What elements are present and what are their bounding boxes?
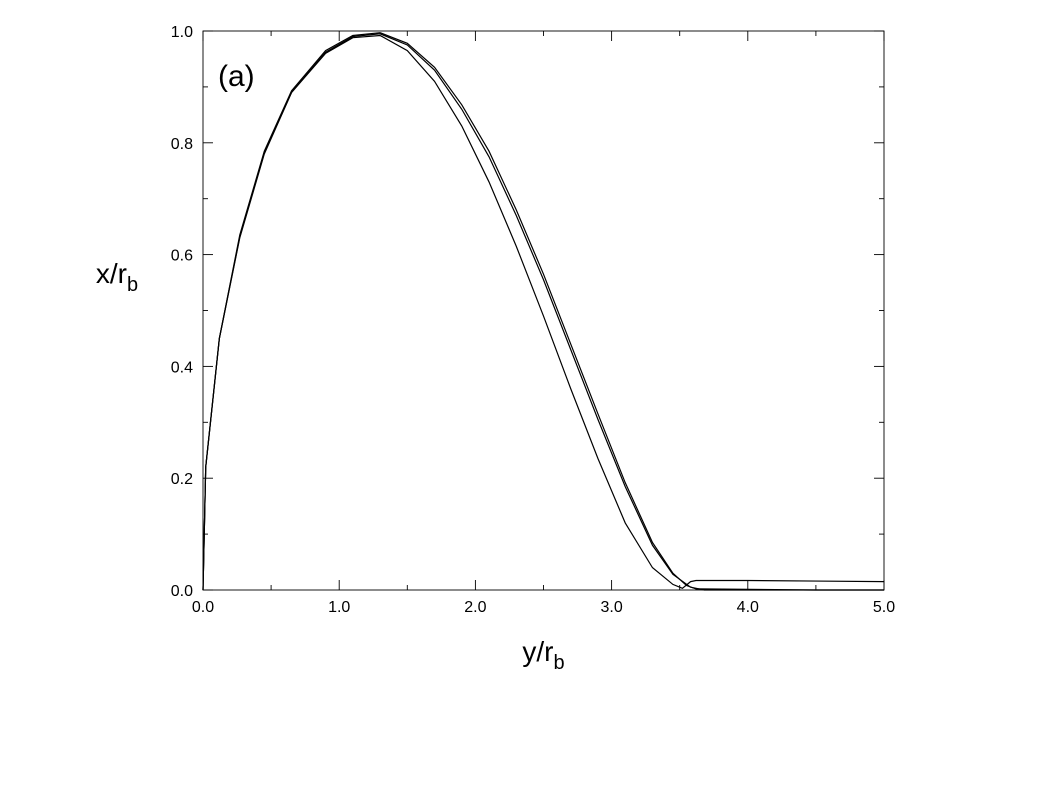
x-axis-label-main: y/r — [522, 636, 553, 667]
plot-frame — [202, 30, 885, 591]
x-axis-label-sub: b — [553, 652, 564, 674]
y-tick-label: 0.0 — [171, 583, 193, 600]
series-line-3 — [202, 34, 885, 591]
x-tick-label: 0.0 — [192, 599, 214, 616]
x-tick-label: 4.0 — [737, 599, 759, 616]
ticks-layer: 0.0 1.0 2.0 3.0 4.0 5.0 0.0 0.2 0.4 0.6 0.8 1.0 — [171, 24, 895, 616]
series-layer — [202, 32, 885, 591]
y-tick-label: 1.0 — [171, 24, 193, 41]
y-tick-label: 0.4 — [171, 359, 193, 376]
x-tick-label: 1.0 — [328, 599, 350, 616]
x-axis-label: y/rb — [522, 636, 564, 674]
y-tick-label: 0.8 — [171, 136, 193, 153]
x-tick-label: 3.0 — [600, 599, 622, 616]
y-axis-label: x/rb — [96, 258, 138, 296]
y-tick-label: 0.2 — [171, 471, 193, 488]
y-axis-label-sub: b — [127, 274, 138, 296]
series-line-2 — [202, 32, 884, 591]
series-line-1 — [202, 33, 884, 591]
y-axis-label-main: x/r — [96, 258, 127, 289]
x-tick-label: 5.0 — [873, 599, 895, 616]
x-tick-label: 2.0 — [464, 599, 486, 616]
plot-area: 0.0 1.0 2.0 3.0 4.0 5.0 0.0 0.2 0.4 0.6 0.8 1.0 — [171, 24, 895, 616]
panel-label: (a) — [218, 60, 255, 93]
y-tick-label: 0.6 — [171, 248, 193, 265]
